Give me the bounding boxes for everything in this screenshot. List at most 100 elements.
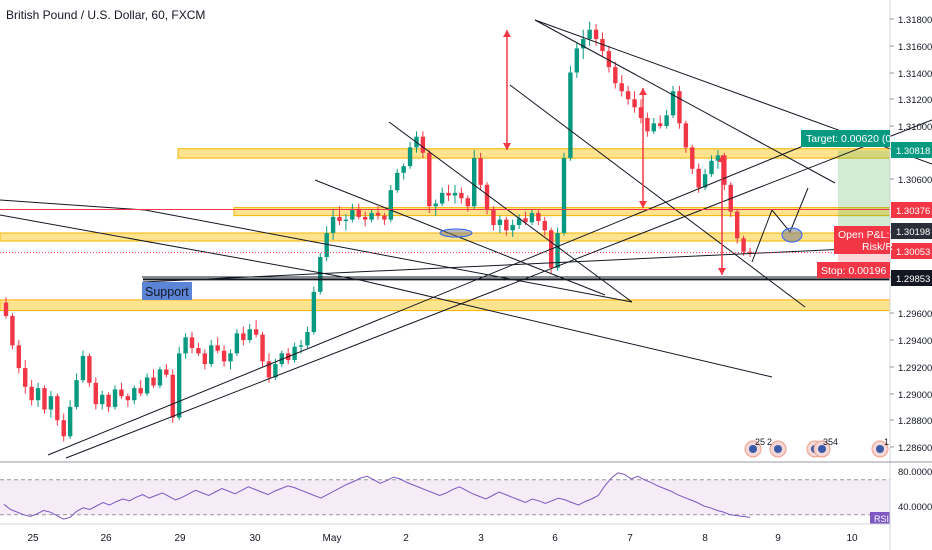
rsi-tick-label: 40.0000 (898, 502, 932, 513)
price-tick-label: 1.30600 (898, 175, 932, 186)
target-label-bg (801, 130, 890, 147)
price-tick-label: 1.29600 (898, 309, 932, 320)
arrow-head-up (718, 155, 726, 162)
economic-event-icons[interactable]: 25 2 354 1 (744, 437, 889, 458)
candle-body (516, 218, 522, 225)
candle-body (670, 91, 676, 116)
candle-body (119, 389, 124, 397)
time-axis[interactable]: 25 26 29 30 May 2 3 6 7 8 9 10 (27, 533, 858, 544)
time-tick-label: May (323, 533, 342, 544)
candle-body (350, 208, 355, 220)
candle-body (337, 216, 342, 221)
support-label: Support (145, 285, 189, 299)
trend-line (314, 179, 606, 296)
price-badge-stop-level (891, 202, 932, 218)
price-badge-text: 1.30376 (896, 206, 930, 217)
candle-body (632, 99, 637, 108)
candle-body (55, 396, 60, 421)
candle-body (388, 190, 394, 220)
trend-line (388, 121, 633, 303)
event-count: 25 (755, 437, 765, 447)
price-tick-label: 1.28800 (898, 416, 932, 427)
candle-body (715, 155, 721, 161)
risk-label: Risk/R (862, 241, 893, 253)
candle-body (401, 166, 406, 173)
price-tick-label: 1.29200 (898, 363, 932, 374)
event-count: 1 (884, 437, 889, 447)
candle-body (80, 356, 86, 381)
rsi-tick-label: 80.0000 (898, 467, 932, 478)
target-label: Target: 0.00620 (0 (806, 133, 891, 145)
candle-body (555, 233, 560, 268)
candle-body (29, 386, 34, 401)
candle-body (260, 334, 265, 362)
candle-body (196, 348, 201, 354)
candle-body (157, 369, 163, 386)
time-tick-label: 8 (702, 533, 708, 544)
candle-body (241, 333, 246, 340)
candle-body (35, 388, 41, 401)
candle-body (298, 345, 304, 347)
candle-body (427, 152, 432, 207)
candle-body (696, 168, 701, 188)
candle-body (100, 394, 105, 405)
candle-body (645, 117, 650, 132)
candle-body (87, 356, 92, 383)
price-badge-current (891, 223, 932, 239)
trend-line (65, 119, 932, 459)
candle-body (125, 396, 131, 401)
rsi-label: RSI (874, 514, 889, 524)
open-pl-label: Open P&L: (838, 229, 889, 241)
price-badges: 1.30818 1.30376 1.30198 1.30053 1.29853 (891, 142, 932, 286)
candle-body (587, 29, 592, 40)
event-flag-center-icon (876, 445, 884, 453)
rsi-badge (870, 512, 890, 524)
candle-body (16, 345, 22, 369)
price-tick-label: 1.29000 (898, 390, 932, 401)
candle-body (625, 91, 631, 100)
candle-body (183, 337, 188, 354)
price-tick-label: 1.31400 (898, 69, 932, 80)
candle-body (472, 158, 477, 207)
candle-body (311, 291, 317, 332)
trend-line (509, 84, 806, 308)
candle-body (170, 374, 175, 418)
arrow-head-down (718, 268, 726, 275)
candle-body (407, 147, 413, 167)
price-badge-entry (891, 243, 932, 259)
candle-body (658, 123, 663, 126)
candle-body (273, 364, 278, 378)
candle-body (42, 388, 47, 410)
event-count: 354 (823, 437, 838, 447)
candle-body (433, 203, 438, 207)
event-count: 2 (767, 437, 772, 447)
price-tick-label: 1.31000 (898, 122, 932, 133)
price-tick-label: 1.28600 (898, 443, 932, 454)
candle-body (189, 337, 195, 349)
candle-body (61, 420, 66, 437)
candle-body (138, 388, 143, 394)
stop-label-bg (817, 262, 890, 278)
candle-body (523, 218, 528, 223)
candle-body (664, 115, 669, 126)
candle-body (375, 212, 381, 216)
price-badge-text: 1.30053 (896, 247, 930, 258)
candle-body (292, 346, 297, 361)
rsi-line (3, 472, 751, 520)
support-label-bg (142, 282, 192, 300)
profit-region (838, 150, 890, 234)
candle-body (709, 160, 714, 175)
candle-body (144, 377, 150, 394)
price-badge-text: 1.30818 (896, 146, 930, 157)
candle-body (10, 315, 15, 346)
candle-body (343, 219, 349, 221)
candle-body (439, 192, 445, 204)
price-tick-label: 1.31600 (898, 42, 932, 53)
candle-body (330, 216, 336, 233)
candle-body (253, 329, 259, 335)
stop-label: Stop: 0.00196 (821, 265, 887, 277)
candle-body (221, 350, 227, 362)
candle-body (593, 29, 599, 40)
candle-body (305, 331, 310, 346)
